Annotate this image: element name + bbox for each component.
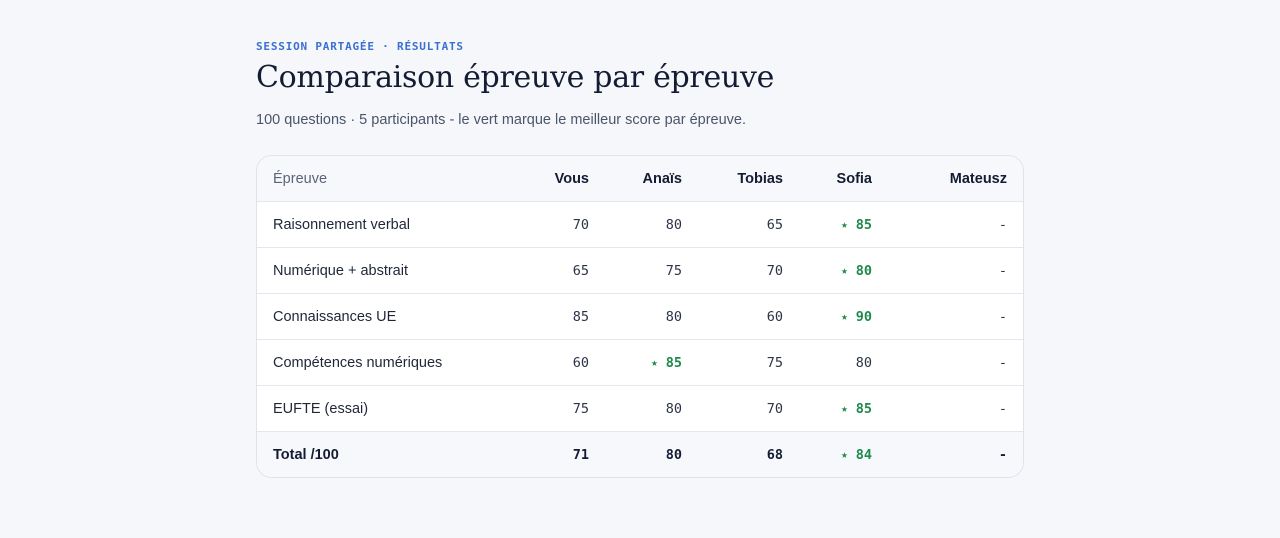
best-star-icon: ★ (841, 447, 848, 461)
row-label: Raisonnement verbal (257, 201, 521, 248)
score-cell: 80 (605, 293, 698, 340)
score-cell: - (888, 201, 1023, 248)
score-value: 70 (766, 400, 783, 417)
score-cell: 60 (521, 339, 605, 386)
score-cell: 70 (521, 201, 605, 248)
score-value: 80 (665, 400, 682, 417)
score-cell: ★ 84 (799, 431, 888, 477)
score-value: 85 (855, 216, 872, 233)
score-value: 70 (572, 216, 589, 233)
score-value: - (998, 262, 1007, 279)
table-body: Raisonnement verbal 70 80 65 ★ 85- Numérique +… (257, 201, 1023, 477)
score-cell: ★ 85 (605, 339, 698, 386)
score-value: 85 (572, 308, 589, 325)
score-value: 80 (665, 308, 682, 325)
table-row: Compétences numériques 60 ★ 85 75 80 - (257, 339, 1023, 386)
score-cell: 68 (698, 431, 799, 477)
table-row: EUFTE (essai) 75 80 70 ★ 85 - (257, 385, 1023, 432)
score-value: 60 (572, 354, 589, 371)
score-value: - (998, 446, 1007, 463)
score-value: 80 (665, 216, 682, 233)
score-cell: 70 (698, 247, 799, 294)
score-cell: 80 (605, 385, 698, 432)
table-total-row: Total /100 71 80 68 ★ 84 - (257, 431, 1023, 477)
column-header-epreuve: Épreuve (257, 156, 521, 202)
column-header-anais: Anaïs (605, 156, 698, 202)
score-cell: ★ 85 (799, 201, 888, 248)
score-cell: 80 (605, 431, 698, 477)
page-title: Comparaison épreuve par épreuve (256, 60, 775, 95)
score-value: 84 (855, 446, 872, 463)
score-value: 80 (855, 354, 872, 371)
score-cell: 75 (521, 385, 605, 432)
score-cell: ★ 90 (799, 293, 888, 340)
score-cell: ★ 80 (799, 247, 888, 294)
column-header-mateusz: Mateusz (888, 156, 1023, 202)
page-subtitle: 100 questions · 5 participants - le vert… (256, 112, 747, 128)
score-cell: - (888, 385, 1023, 432)
column-header-tobias: Tobias (698, 156, 799, 202)
score-value: 80 (855, 262, 872, 279)
column-header-vous: Vous (521, 156, 605, 202)
score-value: - (998, 216, 1007, 233)
column-header-sofia: Sofia (799, 156, 888, 202)
score-cell: 80 (799, 339, 888, 386)
score-value: 80 (665, 446, 682, 463)
score-cell: 71 (521, 431, 605, 477)
eyebrow-label: SESSION PARTAGÉE · RÉSULTATS (256, 40, 464, 53)
score-cell: 65 (521, 247, 605, 294)
score-cell: 80 (605, 201, 698, 248)
score-value: 65 (766, 216, 783, 233)
row-label: EUFTE (essai) (257, 385, 521, 432)
best-star-icon: ★ (841, 309, 848, 323)
score-cell: 70 (698, 385, 799, 432)
score-value: - (998, 354, 1007, 371)
score-cell: - (888, 339, 1023, 386)
best-star-icon: ★ (841, 263, 848, 277)
score-cell: 75 (605, 247, 698, 294)
score-value: - (998, 400, 1007, 417)
score-value: 68 (766, 446, 783, 463)
score-value: 75 (665, 262, 682, 279)
best-star-icon: ★ (651, 355, 658, 369)
score-value: 75 (572, 400, 589, 417)
score-cell: 85 (521, 293, 605, 340)
score-cell: - (888, 293, 1023, 340)
score-cell: 65 (698, 201, 799, 248)
score-value: - (998, 308, 1007, 325)
row-label: Connaissances UE (257, 293, 521, 340)
score-value: 65 (572, 262, 589, 279)
score-value: 75 (766, 354, 783, 371)
score-value: 70 (766, 262, 783, 279)
row-label: Numérique + abstrait (257, 247, 521, 294)
score-cell: - (888, 431, 1023, 477)
score-value: 85 (855, 400, 872, 417)
table-row: Raisonnement verbal 70 80 65 ★ 85 - (257, 201, 1023, 248)
score-value: 71 (572, 446, 589, 463)
score-cell: 60 (698, 293, 799, 340)
best-star-icon: ★ (841, 401, 848, 415)
comparison-table-card: Épreuve Vous Anaïs Tobias Sofia Mateusz … (256, 155, 1024, 478)
score-value: 85 (665, 354, 682, 371)
table-header-row: Épreuve Vous Anaïs Tobias Sofia Mateusz (257, 156, 1023, 202)
row-label: Compétences numériques (257, 339, 521, 386)
best-star-icon: ★ (841, 217, 848, 231)
score-value: 60 (766, 308, 783, 325)
score-cell: ★ 85 (799, 385, 888, 432)
score-value: 90 (855, 308, 872, 325)
score-cell: - (888, 247, 1023, 294)
table-row: Numérique + abstrait 65 75 70 ★ 80 - (257, 247, 1023, 294)
table-row: Connaissances UE 85 80 60 ★ 90 - (257, 293, 1023, 340)
total-label: Total /100 (257, 431, 521, 477)
comparison-table: Épreuve Vous Anaïs Tobias Sofia Mateusz … (257, 156, 1023, 477)
score-cell: 75 (698, 339, 799, 386)
